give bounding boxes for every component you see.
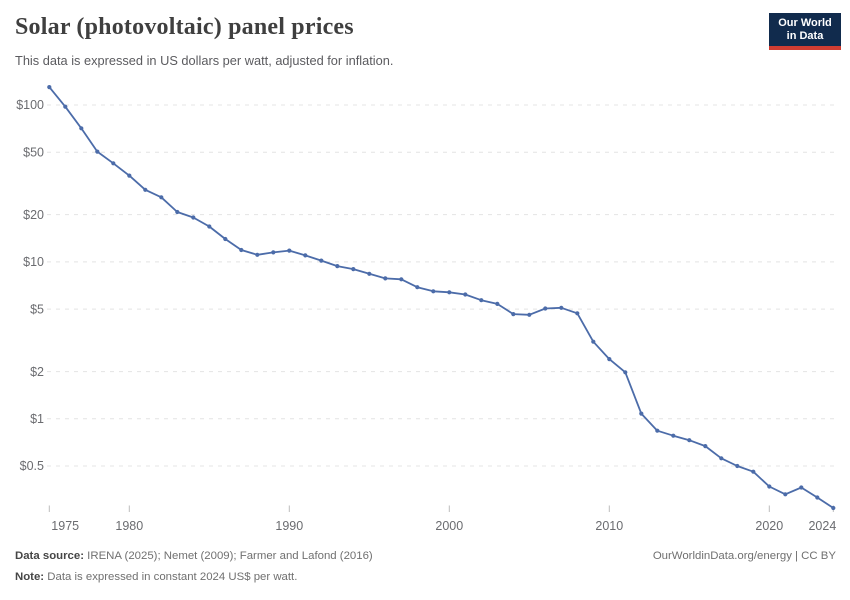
note-text: Data is expressed in constant 2024 US$ p…: [44, 571, 298, 583]
data-point-2013: [655, 428, 660, 433]
data-point-1993: [335, 264, 340, 269]
data-point-2004: [511, 312, 516, 317]
owid-logo-line1: Our World: [778, 17, 832, 29]
data-point-1988: [255, 252, 260, 257]
data-point-2023: [815, 495, 820, 500]
owid-url-link[interactable]: OurWorldinData.org/energy | CC BY: [652, 550, 836, 562]
data-point-2001: [463, 292, 468, 297]
data-point-2011: [623, 370, 628, 375]
chart-footer: Data source: IRENA (2025); Nemet (2009);…: [15, 546, 836, 588]
data-point-1985: [207, 224, 212, 229]
data-point-2021: [783, 492, 788, 497]
chart-subtitle: This data is expressed in US dollars per…: [15, 53, 394, 68]
data-point-2007: [559, 305, 564, 310]
data-point-1997: [399, 277, 404, 282]
source-text: IRENA (2025); Nemet (2009); Farmer and L…: [84, 550, 373, 562]
data-point-2024: [831, 505, 836, 511]
note-label: Note:: [15, 571, 45, 583]
data-point-2017: [719, 456, 724, 461]
data-point-2014: [671, 433, 676, 438]
x-tick-label: 2024: [808, 519, 836, 533]
source-label: Data source:: [15, 550, 85, 562]
x-tick-label: 2020: [755, 519, 783, 533]
data-point-1998: [415, 285, 420, 290]
price-line: [48, 86, 835, 509]
data-point-2006: [543, 306, 548, 311]
page-title: Solar (photovoltaic) panel prices: [15, 14, 354, 40]
data-point-2005: [527, 312, 532, 317]
footer-note-line: Note: Data is expressed in constant 2024…: [15, 567, 836, 588]
data-point-2002: [479, 298, 484, 303]
data-point-1984: [191, 215, 196, 220]
footer-source-line: Data source: IRENA (2025); Nemet (2009);…: [15, 546, 836, 567]
data-point-1996: [383, 276, 388, 281]
data-point-1982: [159, 195, 164, 200]
data-point-1992: [319, 258, 324, 263]
data-point-1994: [351, 267, 356, 272]
data-point-2019: [751, 469, 756, 474]
data-point-1990: [287, 248, 292, 253]
data-point-2008: [575, 311, 580, 316]
data-point-1981: [143, 187, 148, 192]
data-point-2012: [639, 411, 644, 416]
y-tick-label: $50: [23, 145, 44, 159]
data-point-1995: [367, 271, 372, 276]
data-point-1980: [127, 173, 132, 178]
data-point-2015: [687, 438, 692, 443]
data-point-1978: [95, 149, 100, 154]
data-point-2016: [703, 444, 708, 449]
data-point-1986: [223, 236, 228, 242]
data-point-2010: [607, 357, 612, 362]
data-point-1991: [303, 253, 308, 258]
y-tick-label: $10: [23, 255, 44, 269]
y-tick-label: $2: [30, 365, 44, 379]
y-tick-label: $5: [30, 302, 44, 316]
y-tick-label: $0.5: [20, 459, 44, 473]
data-point-2000: [447, 290, 452, 295]
x-tick-label: 1975: [51, 519, 79, 533]
data-point-2009: [591, 339, 596, 344]
x-tick-label: 1990: [275, 519, 303, 533]
data-point-1999: [431, 289, 436, 294]
data-point-2018: [735, 463, 740, 469]
y-tick-label: $20: [23, 208, 44, 222]
data-point-2020: [767, 484, 772, 489]
data-point-2003: [495, 301, 500, 306]
data-point-1983: [175, 209, 180, 215]
data-point-1989: [271, 250, 276, 255]
owid-logo: Our World in Data: [769, 13, 841, 50]
x-tick-label: 2010: [595, 519, 623, 533]
owid-logo-line2: in Data: [786, 29, 824, 42]
data-point-1977: [79, 126, 84, 131]
x-tick-label: 2000: [435, 519, 463, 533]
data-point-1987: [239, 247, 244, 253]
footer-source-note: Data source: IRENA (2025); Nemet (2009);…: [15, 546, 836, 588]
y-tick-label: $100: [16, 98, 44, 112]
data-point-1979: [111, 161, 116, 166]
data-point-1976: [63, 104, 68, 109]
data-point-2022: [799, 485, 804, 490]
y-tick-label: $1: [30, 412, 44, 426]
data-point-1975: [47, 85, 52, 90]
x-tick-label: 1980: [115, 519, 143, 533]
